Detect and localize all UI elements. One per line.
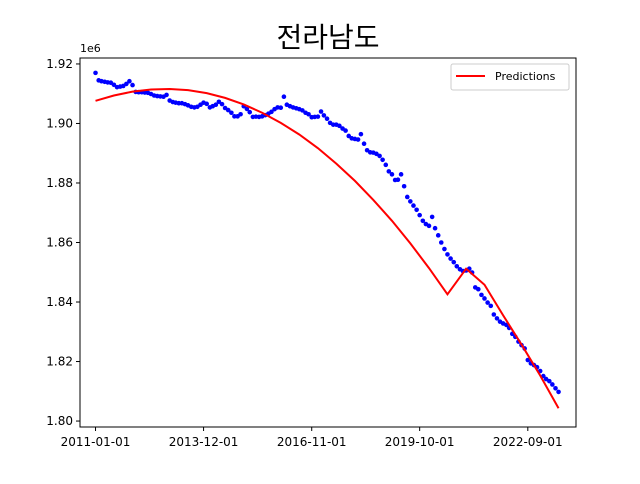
data-point <box>269 109 274 115</box>
y-tick-label: 1.82 <box>46 355 73 369</box>
data-point <box>281 94 287 99</box>
data-point <box>488 303 494 309</box>
data-point <box>124 81 129 87</box>
data-point <box>164 92 169 98</box>
predictions-line <box>95 87 560 409</box>
data-point <box>386 169 392 174</box>
y-tick-label: 1.88 <box>46 176 73 190</box>
data-point <box>232 114 237 119</box>
x-tick-label: 2013-12-01 <box>169 435 239 449</box>
data-point <box>380 157 385 163</box>
data-point <box>93 70 98 76</box>
data-point <box>225 107 231 113</box>
data-point <box>411 203 416 208</box>
data-point <box>404 194 410 200</box>
x-tick-label: 2011-01-01 <box>61 435 131 449</box>
data-point <box>454 264 460 269</box>
y-tick-label: 1.92 <box>46 57 73 71</box>
plot-area <box>93 70 561 409</box>
data-point <box>130 82 135 88</box>
data-point <box>442 246 447 252</box>
data-point <box>355 137 361 142</box>
data-point <box>358 131 364 137</box>
data-point <box>420 218 426 224</box>
data-point <box>426 223 432 229</box>
data-point <box>111 82 117 88</box>
data-point <box>525 357 531 363</box>
data-point <box>127 78 132 84</box>
x-tick-label: 2016-11-01 <box>277 435 347 449</box>
data-point <box>482 296 487 301</box>
data-point <box>438 240 444 245</box>
data-point <box>247 109 253 115</box>
data-point <box>213 102 219 108</box>
data-point <box>238 111 243 117</box>
data-point <box>383 162 389 168</box>
data-point <box>553 386 558 391</box>
data-point <box>494 316 500 321</box>
data-point <box>398 172 404 177</box>
data-point <box>414 207 419 213</box>
data-point <box>550 382 555 387</box>
data-point <box>408 199 413 204</box>
data-point <box>216 99 222 105</box>
data-point <box>429 214 435 220</box>
y-tick-label: 1.90 <box>46 116 73 130</box>
data-point <box>204 101 210 107</box>
data-point <box>324 116 330 122</box>
data-point <box>556 389 561 395</box>
data-point <box>479 292 484 298</box>
data-point <box>448 256 453 261</box>
legend: Predictions <box>450 63 570 91</box>
data-point <box>547 378 552 384</box>
data-point <box>306 111 311 117</box>
data-point <box>278 105 284 110</box>
x-tick-label: 2019-10-01 <box>385 435 455 449</box>
data-point <box>361 141 367 146</box>
data-point <box>451 259 457 265</box>
data-point <box>337 123 342 129</box>
data-point <box>377 153 382 159</box>
data-point <box>435 233 441 238</box>
chart-title: 전라남도 <box>276 21 379 54</box>
data-point <box>321 113 327 118</box>
data-point <box>315 114 321 119</box>
legend-predictions-label: Predictions <box>495 70 556 83</box>
y-tick-label: 1.86 <box>46 236 73 250</box>
data-point <box>389 172 395 177</box>
data-point <box>491 312 497 317</box>
data-point <box>485 300 490 305</box>
x-tick-label: 2022-09-01 <box>493 435 563 449</box>
legend-box <box>450 63 570 91</box>
axes: 2011-01-01 2013-12-01 2016-11-01 2019-10-01… <box>46 57 562 449</box>
data-point <box>432 225 438 231</box>
data-point <box>417 212 422 218</box>
data-point <box>395 177 401 183</box>
data-point <box>219 101 225 107</box>
y-tick-label: 1.80 <box>46 414 73 428</box>
data-point <box>300 108 305 113</box>
data-point <box>244 106 250 112</box>
y-offset-label: 1e6 <box>80 42 101 55</box>
data-point <box>476 286 481 292</box>
data-point <box>318 109 324 114</box>
y-tick-label: 1.84 <box>46 295 73 309</box>
data-point <box>229 110 234 116</box>
data-point <box>445 252 450 257</box>
data-point <box>401 183 407 189</box>
data-point <box>343 128 348 133</box>
plot-frame <box>79 57 577 428</box>
